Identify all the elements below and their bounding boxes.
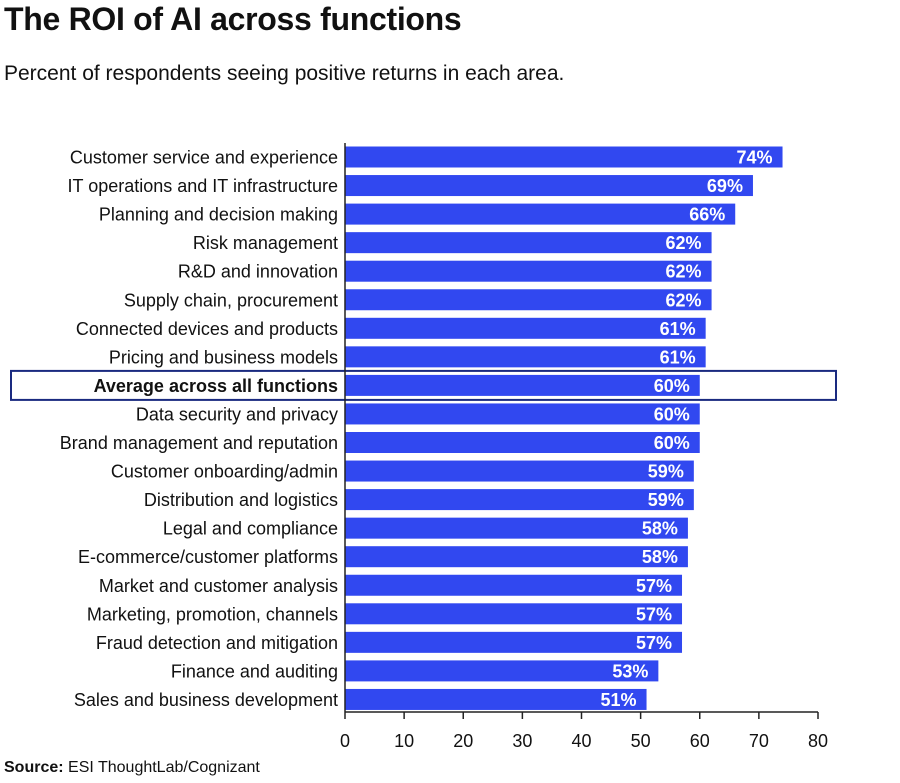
bar (345, 146, 783, 168)
bar (345, 289, 712, 311)
category-label: Average across all functions (94, 376, 338, 396)
bar-value-label: 57% (636, 604, 672, 624)
bar (345, 317, 706, 339)
bar-value-label: 59% (648, 490, 684, 510)
category-label: Market and customer analysis (99, 576, 338, 596)
category-label: Pricing and business models (109, 347, 338, 367)
bar-value-label: 62% (666, 262, 702, 282)
category-label: Customer service and experience (70, 148, 338, 168)
bar (345, 175, 753, 197)
x-tick-label: 20 (453, 731, 473, 751)
category-label: R&D and innovation (178, 262, 338, 282)
bar (345, 374, 700, 396)
bar (345, 631, 683, 653)
bar (345, 688, 647, 710)
bar-value-label: 69% (707, 176, 743, 196)
category-label: Data security and privacy (136, 404, 338, 424)
average-highlight-box (10, 369, 837, 401)
bar-value-label: 62% (666, 290, 702, 310)
bar (345, 203, 736, 225)
category-label: Risk management (193, 233, 338, 253)
category-label: Fraud detection and mitigation (96, 633, 338, 653)
bar-value-label: 60% (654, 433, 690, 453)
chart-title: The ROI of AI across functions (4, 1, 462, 37)
bar-value-label: 51% (601, 690, 637, 710)
x-tick-label: 30 (512, 731, 532, 751)
bar-value-label: 66% (689, 205, 725, 225)
bar-value-label: 60% (654, 376, 690, 396)
category-label: Brand management and reputation (60, 433, 338, 453)
bar (345, 232, 712, 254)
bar-value-label: 57% (636, 633, 672, 653)
bar (345, 517, 688, 539)
category-label: Planning and decision making (99, 205, 338, 225)
chart-subtitle: Percent of respondents seeing positive r… (4, 62, 565, 85)
category-label: Legal and compliance (163, 519, 338, 539)
category-label: E-commerce/customer platforms (78, 547, 338, 567)
x-tick-label: 50 (631, 731, 651, 751)
category-label: Finance and auditing (171, 661, 338, 681)
bar (345, 403, 700, 425)
bar (345, 546, 688, 568)
x-tick-label: 70 (749, 731, 769, 751)
bar-value-label: 61% (660, 347, 696, 367)
source-text: ESI ThoughtLab/Cognizant (63, 759, 260, 776)
category-label: Connected devices and products (76, 319, 338, 339)
x-tick-label: 60 (690, 731, 710, 751)
category-label: Customer onboarding/admin (111, 462, 338, 482)
bar (345, 460, 694, 482)
bar-value-label: 59% (648, 462, 684, 482)
bar (345, 660, 659, 682)
bar (345, 574, 683, 596)
category-label: Sales and business development (74, 690, 338, 710)
category-label: Distribution and logistics (144, 490, 338, 510)
bar (345, 260, 712, 282)
bar (345, 603, 683, 625)
source-note: Source: ESI ThoughtLab/Cognizant (4, 758, 260, 778)
category-label: Marketing, promotion, channels (87, 604, 338, 624)
bar-value-label: 58% (642, 519, 678, 539)
x-tick-label: 0 (340, 731, 350, 751)
bar-value-label: 60% (654, 404, 690, 424)
x-tick-label: 10 (394, 731, 414, 751)
bar-value-label: 53% (612, 661, 648, 681)
bar-value-label: 61% (660, 319, 696, 339)
category-label: Supply chain, procurement (124, 290, 338, 310)
x-tick-label: 80 (808, 731, 828, 751)
bar (345, 346, 706, 368)
bar (345, 489, 694, 511)
bar-value-label: 57% (636, 576, 672, 596)
bar-value-label: 74% (736, 148, 772, 168)
bar (345, 432, 700, 453)
bar-value-label: 58% (642, 547, 678, 567)
bar-value-label: 62% (666, 233, 702, 253)
source-label: Source: (4, 759, 64, 776)
category-label: IT operations and IT infrastructure (68, 176, 338, 196)
x-tick-label: 40 (571, 731, 591, 751)
